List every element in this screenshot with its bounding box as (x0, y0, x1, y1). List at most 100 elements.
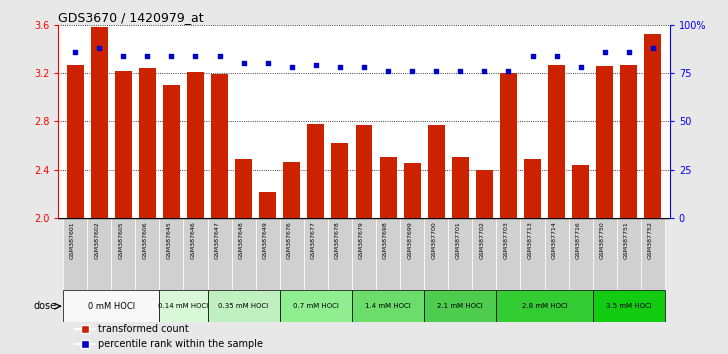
Bar (452, 158, 469, 218)
Bar (256, 218, 280, 290)
Point (430, 68, 442, 74)
Bar (424, 218, 448, 290)
Bar (63, 290, 159, 322)
Text: GSM387701: GSM387701 (455, 221, 460, 259)
Point (406, 68, 418, 74)
Bar (641, 218, 665, 290)
Bar (163, 85, 180, 218)
Point (93, 45, 105, 51)
Point (382, 68, 394, 74)
Bar (424, 290, 496, 322)
Text: GSM387716: GSM387716 (576, 221, 581, 259)
Point (214, 53, 226, 58)
Text: GSM387648: GSM387648 (239, 221, 244, 259)
Bar (593, 218, 617, 290)
Point (165, 53, 177, 58)
Bar (476, 170, 493, 218)
Bar (352, 218, 376, 290)
Bar (572, 165, 589, 218)
Bar (159, 290, 207, 322)
Bar (545, 218, 569, 290)
Text: GSM387714: GSM387714 (552, 221, 557, 259)
Bar (159, 218, 183, 290)
Bar (500, 73, 517, 218)
Text: GSM387649: GSM387649 (263, 221, 268, 259)
Bar (187, 72, 204, 218)
Point (310, 62, 322, 68)
Bar (139, 68, 156, 218)
Bar (259, 193, 276, 218)
Bar (352, 290, 424, 322)
Point (647, 45, 659, 51)
Text: GSM387676: GSM387676 (287, 221, 292, 259)
Text: 3.5 mM HOCl: 3.5 mM HOCl (606, 303, 652, 309)
Text: GSM387679: GSM387679 (359, 221, 364, 259)
Bar (620, 64, 637, 218)
Bar (355, 125, 373, 218)
Text: GSM387678: GSM387678 (335, 221, 340, 259)
Text: GSM387750: GSM387750 (600, 221, 605, 259)
Point (358, 64, 370, 70)
Legend: transformed count, percentile rank within the sample: transformed count, percentile rank withi… (75, 324, 263, 349)
Point (286, 64, 298, 70)
Bar (404, 164, 421, 218)
Bar (63, 218, 87, 290)
Bar (644, 34, 661, 218)
Bar (111, 218, 135, 290)
Text: GSM387702: GSM387702 (479, 221, 484, 259)
Text: GSM387606: GSM387606 (142, 221, 147, 259)
Text: 0.35 mM HOCl: 0.35 mM HOCl (218, 303, 269, 309)
Bar (331, 143, 349, 218)
Text: GSM387647: GSM387647 (215, 221, 220, 259)
Text: GSM387601: GSM387601 (70, 221, 75, 259)
Text: 0.14 mM HOCl: 0.14 mM HOCl (158, 303, 208, 309)
Bar (524, 159, 541, 218)
Text: GSM387752: GSM387752 (648, 221, 653, 259)
Bar (207, 290, 280, 322)
Point (478, 68, 490, 74)
Bar (135, 218, 159, 290)
Bar (448, 218, 472, 290)
Bar (569, 218, 593, 290)
Text: GSM387646: GSM387646 (191, 221, 196, 259)
Bar (548, 64, 565, 218)
Bar (280, 218, 304, 290)
Point (141, 53, 153, 58)
Text: 1.4 mM HOCl: 1.4 mM HOCl (365, 303, 411, 309)
Text: GDS3670 / 1420979_at: GDS3670 / 1420979_at (58, 11, 204, 24)
Bar (496, 218, 521, 290)
Point (502, 68, 514, 74)
Bar (91, 27, 108, 218)
Bar (593, 290, 665, 322)
Text: GSM387699: GSM387699 (407, 221, 412, 259)
Bar (400, 218, 424, 290)
Text: GSM387698: GSM387698 (383, 221, 388, 259)
Bar (328, 218, 352, 290)
Point (575, 64, 587, 70)
Bar (304, 218, 328, 290)
Point (551, 53, 563, 58)
Point (454, 68, 466, 74)
Point (117, 53, 129, 58)
Text: GSM387751: GSM387751 (624, 221, 629, 259)
Text: GSM387605: GSM387605 (118, 221, 123, 259)
Bar (283, 162, 300, 218)
Text: 2.1 mM HOCl: 2.1 mM HOCl (438, 303, 483, 309)
Point (238, 61, 250, 66)
Point (190, 53, 202, 58)
Bar (472, 218, 496, 290)
Bar (617, 218, 641, 290)
Bar (207, 218, 232, 290)
Bar (280, 290, 352, 322)
Bar (521, 218, 545, 290)
Text: 0 mM HOCl: 0 mM HOCl (87, 302, 135, 311)
Bar (183, 218, 207, 290)
Text: GSM387703: GSM387703 (504, 221, 508, 259)
Point (526, 53, 538, 58)
Point (334, 64, 346, 70)
Text: 0.7 mM HOCl: 0.7 mM HOCl (293, 303, 339, 309)
Bar (232, 218, 256, 290)
Text: GSM387700: GSM387700 (431, 221, 436, 259)
Point (623, 49, 635, 55)
Point (262, 61, 274, 66)
